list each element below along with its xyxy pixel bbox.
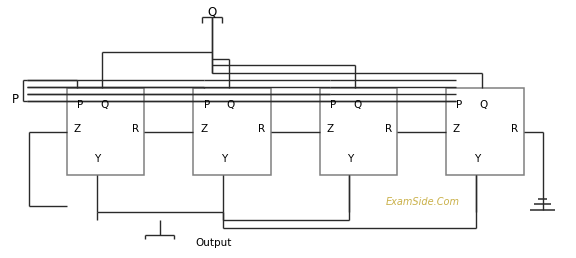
Text: Q: Q bbox=[479, 100, 488, 110]
Text: Q: Q bbox=[226, 100, 235, 110]
Text: Y: Y bbox=[347, 154, 354, 164]
Text: ExamSide.Com: ExamSide.Com bbox=[386, 197, 460, 207]
Text: R: R bbox=[132, 124, 139, 134]
Text: Z: Z bbox=[200, 124, 207, 134]
Text: P: P bbox=[330, 100, 336, 110]
Text: R: R bbox=[385, 124, 392, 134]
Text: Z: Z bbox=[74, 124, 81, 134]
Text: Q: Q bbox=[207, 6, 217, 19]
Text: P: P bbox=[77, 100, 84, 110]
Text: R: R bbox=[258, 124, 265, 134]
Text: Q: Q bbox=[353, 100, 361, 110]
Text: Y: Y bbox=[94, 154, 101, 164]
Text: P: P bbox=[12, 93, 19, 106]
Bar bbox=[446, 88, 524, 175]
Text: Q: Q bbox=[100, 100, 108, 110]
Bar bbox=[193, 88, 271, 175]
Bar bbox=[67, 88, 145, 175]
Text: P: P bbox=[203, 100, 210, 110]
Text: Output: Output bbox=[195, 238, 232, 248]
Text: R: R bbox=[511, 124, 518, 134]
Text: Y: Y bbox=[221, 154, 227, 164]
Text: Y: Y bbox=[473, 154, 480, 164]
Bar bbox=[320, 88, 397, 175]
Text: Z: Z bbox=[327, 124, 334, 134]
Text: P: P bbox=[456, 100, 463, 110]
Text: Z: Z bbox=[453, 124, 460, 134]
